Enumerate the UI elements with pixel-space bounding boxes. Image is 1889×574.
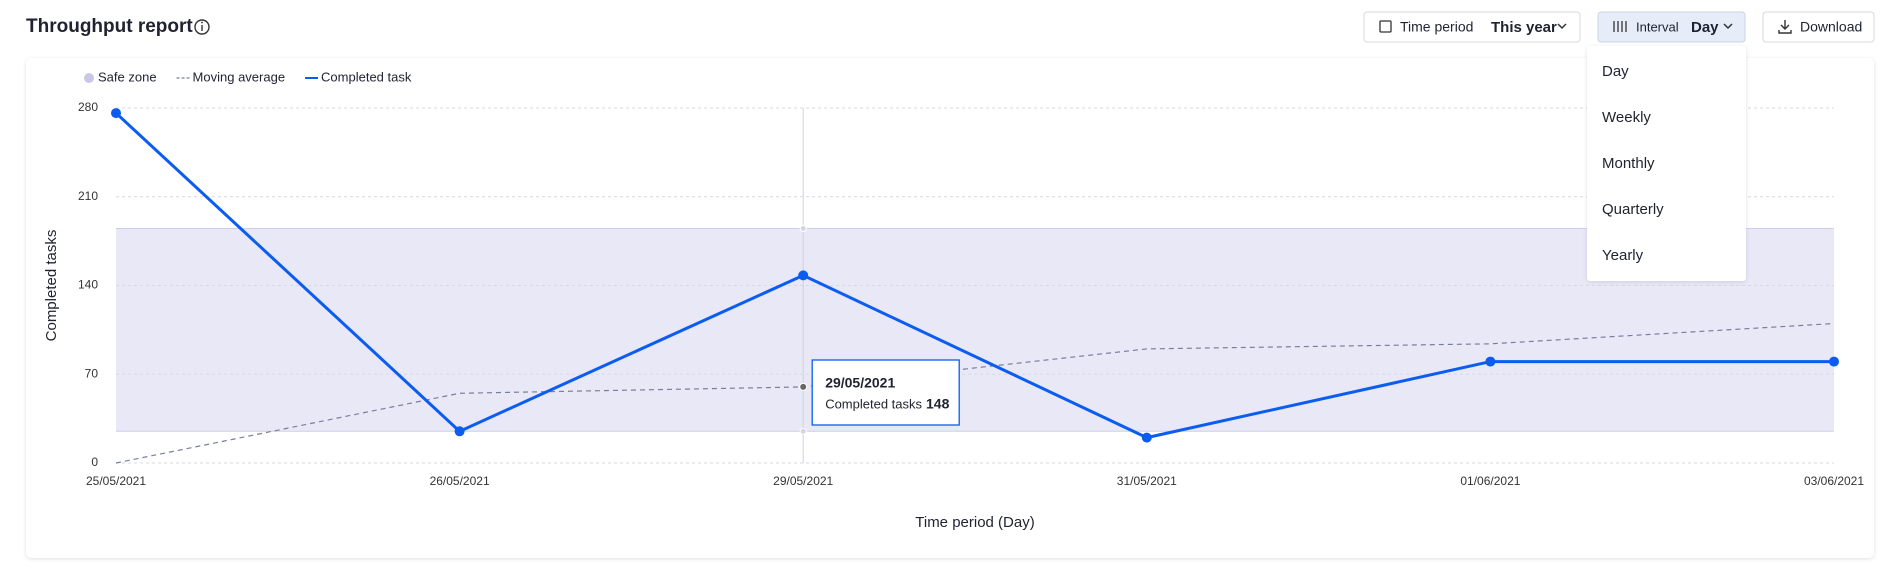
x-tick-label: 26/05/2021 (430, 474, 490, 488)
tooltip-value: 148 (926, 396, 950, 412)
completed-point (798, 270, 809, 281)
dropdown-item[interactable]: Yearly (1602, 247, 1644, 264)
x-tick-label: 31/05/2021 (1117, 474, 1177, 488)
x-tick-label: 25/05/2021 (86, 474, 146, 488)
y-axis-title: Completed tasks (43, 230, 60, 342)
interval-button[interactable]: Interval Day (1597, 11, 1746, 43)
info-icon[interactable] (194, 19, 210, 35)
legend-swatch (84, 73, 94, 83)
x-tick-label: 03/06/2021 (1804, 474, 1864, 488)
x-tick-label: 29/05/2021 (773, 474, 833, 488)
y-tick-label: 140 (78, 278, 98, 292)
y-tick-label: 210 (78, 189, 98, 203)
safe-zone-point (799, 224, 807, 232)
completed-point (1829, 356, 1839, 367)
x-axis-title: Time period (Day) (915, 514, 1034, 531)
interval-value: Day (1691, 19, 1719, 36)
completed-point (454, 426, 465, 437)
completed-point (1485, 356, 1496, 367)
completed-point (1141, 432, 1152, 443)
interval-label: Interval (1636, 19, 1679, 34)
completed-line (114, 111, 1834, 440)
safe-zone (116, 228, 1834, 432)
legend-label: Safe zone (98, 69, 157, 84)
time-period-label: Time period (1400, 19, 1473, 35)
y-tick-label: 70 (85, 366, 99, 380)
dropdown-item[interactable]: Monthly (1602, 155, 1655, 172)
download-button[interactable]: Download (1762, 11, 1875, 43)
dropdown-item[interactable]: Quarterly (1602, 201, 1664, 218)
safe-zone-point (799, 427, 807, 435)
time-period-value: This year (1491, 19, 1557, 36)
y-tick-label: 280 (78, 100, 98, 114)
dropdown-menu (1587, 46, 1746, 281)
y-tick-label: 0 (91, 455, 98, 469)
legend-label: Moving average (193, 69, 286, 84)
moving-average-point (799, 382, 808, 391)
download-label: Download (1800, 19, 1862, 35)
x-tick-label: 01/06/2021 (1460, 474, 1520, 488)
page-title: Throughput report (26, 16, 193, 37)
tooltip: 29/05/2021 Completed tasks 148 (811, 359, 960, 426)
completed-point (111, 108, 121, 119)
dropdown-item[interactable]: Day (1602, 63, 1629, 80)
time-period-button[interactable]: Time period This year (1363, 11, 1581, 43)
tooltip-date: 29/05/2021 (825, 375, 895, 391)
tooltip-box (811, 359, 960, 426)
legend-label: Completed task (321, 69, 412, 84)
tooltip-label: Completed tasks (825, 396, 922, 411)
dropdown-item[interactable]: Weekly (1602, 109, 1651, 126)
moving-average-line (115, 322, 1835, 464)
